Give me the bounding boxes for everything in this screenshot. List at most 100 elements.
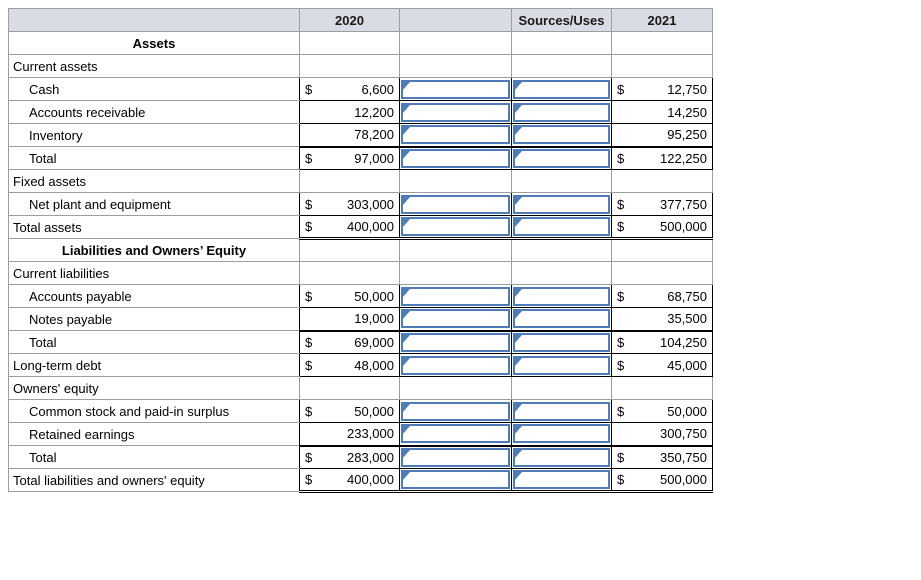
input-box-change[interactable] (401, 424, 510, 444)
value-2021: $45,000 (611, 353, 713, 377)
input-box-sources-uses[interactable] (513, 424, 610, 444)
value-2021: $104,250 (611, 329, 713, 354)
value-2021: $68,750 (611, 284, 713, 308)
input-box-sources-uses[interactable] (513, 148, 610, 168)
row-label: Current assets (8, 54, 300, 78)
input-box-sources-uses[interactable] (513, 309, 610, 329)
input-box-sources-uses-cell (511, 145, 612, 170)
input-box-sources-uses[interactable] (513, 332, 610, 352)
value-2020: 233,000 (299, 422, 400, 446)
input-box-sources-uses[interactable] (513, 194, 610, 214)
input-box-sources-uses-cell (511, 77, 612, 101)
value-2021 (611, 54, 713, 78)
input-box-sources-uses[interactable] (513, 79, 610, 99)
value-2021 (611, 261, 713, 285)
amount-text: 283,000 (347, 449, 394, 465)
value-2021: $350,750 (611, 444, 713, 469)
input-box-change[interactable] (401, 102, 510, 122)
row-label: Cash (8, 77, 300, 101)
currency-symbol: $ (617, 357, 625, 373)
input-box-sources-uses[interactable] (513, 217, 610, 236)
input-box-sources-uses[interactable] (513, 355, 610, 375)
table-row: Notes payable 19,000 35,500 (8, 307, 713, 331)
column-header-label (8, 8, 300, 32)
table-row: Total assets $400,000 $500,000 (8, 215, 713, 240)
flag-icon (514, 402, 522, 413)
row-label: Inventory (8, 123, 300, 147)
input-box-change[interactable] (401, 309, 510, 329)
input-box-change[interactable] (401, 401, 510, 421)
amount-text: 97,000 (354, 150, 394, 166)
value-2020: $69,000 (299, 329, 400, 354)
amount-text: 35,500 (667, 311, 707, 327)
table-row: Assets (8, 31, 713, 55)
amount-text: 300,750 (660, 426, 707, 442)
value-2020 (299, 54, 400, 78)
input-box-change[interactable] (401, 447, 510, 467)
input-box-sources-uses-cell (511, 444, 612, 469)
currency-symbol: $ (305, 288, 313, 304)
amount-text: 50,000 (354, 403, 394, 419)
table-row: Total $69,000 $104,250 (8, 329, 713, 354)
currency-symbol: $ (305, 357, 313, 373)
input-box-sources-uses-cell (511, 307, 612, 331)
amount-text: 69,000 (354, 334, 394, 350)
input-box-change-cell (399, 169, 512, 193)
input-box-change-cell (399, 376, 512, 400)
table-row: Inventory 78,200 95,250 (8, 123, 713, 147)
input-box-sources-uses[interactable] (513, 286, 610, 306)
input-box-change[interactable] (401, 355, 510, 375)
input-box-sources-uses[interactable] (513, 447, 610, 467)
input-box-sources-uses[interactable] (513, 102, 610, 122)
flag-icon (402, 356, 410, 367)
amount-text: 45,000 (667, 357, 707, 373)
input-box-change[interactable] (401, 79, 510, 99)
flag-icon (402, 195, 410, 206)
table-row: Accounts payable $50,000 $68,750 (8, 284, 713, 308)
input-box-sources-uses-cell (511, 123, 612, 147)
input-box-change[interactable] (401, 194, 510, 214)
input-box-sources-uses-cell (511, 329, 612, 354)
currency-symbol: $ (617, 334, 625, 350)
row-label: Fixed assets (8, 169, 300, 193)
input-box-sources-uses-cell (511, 261, 612, 285)
input-box-change[interactable] (401, 470, 510, 489)
column-header-input (399, 8, 512, 32)
currency-symbol: $ (617, 196, 625, 212)
input-box-sources-uses-cell (511, 376, 612, 400)
value-2020 (299, 31, 400, 55)
table-row: Cash $6,600 $12,750 (8, 77, 713, 101)
input-box-change[interactable] (401, 125, 510, 145)
input-box-change[interactable] (401, 332, 510, 352)
flag-icon (514, 80, 522, 91)
value-2021 (611, 169, 713, 193)
input-box-change[interactable] (401, 148, 510, 168)
amount-text: 500,000 (660, 472, 707, 487)
flag-icon (402, 218, 410, 228)
input-box-change-cell (399, 215, 512, 240)
flag-icon (402, 425, 410, 436)
value-2020: $50,000 (299, 284, 400, 308)
amount-text: 350,750 (660, 449, 707, 465)
input-box-sources-uses[interactable] (513, 470, 610, 489)
input-box-sources-uses[interactable] (513, 401, 610, 421)
amount-text: 14,250 (667, 104, 707, 120)
value-2020: $97,000 (299, 145, 400, 170)
amount-text: 104,250 (660, 334, 707, 350)
value-2021: $122,250 (611, 145, 713, 170)
amount-text: 377,750 (660, 196, 707, 212)
input-box-change[interactable] (401, 217, 510, 236)
table-row: Fixed assets (8, 169, 713, 193)
input-box-sources-uses[interactable] (513, 125, 610, 145)
input-box-change-cell (399, 353, 512, 377)
value-2021: $500,000 (611, 468, 713, 493)
input-box-sources-uses-cell (511, 54, 612, 78)
flag-icon (514, 149, 522, 160)
value-2021: 35,500 (611, 307, 713, 331)
flag-icon (514, 471, 522, 481)
flag-icon (514, 126, 522, 137)
input-box-change[interactable] (401, 286, 510, 306)
table-row: Owners' equity (8, 376, 713, 400)
amount-text: 95,250 (667, 127, 707, 143)
amount-text: 50,000 (667, 403, 707, 419)
